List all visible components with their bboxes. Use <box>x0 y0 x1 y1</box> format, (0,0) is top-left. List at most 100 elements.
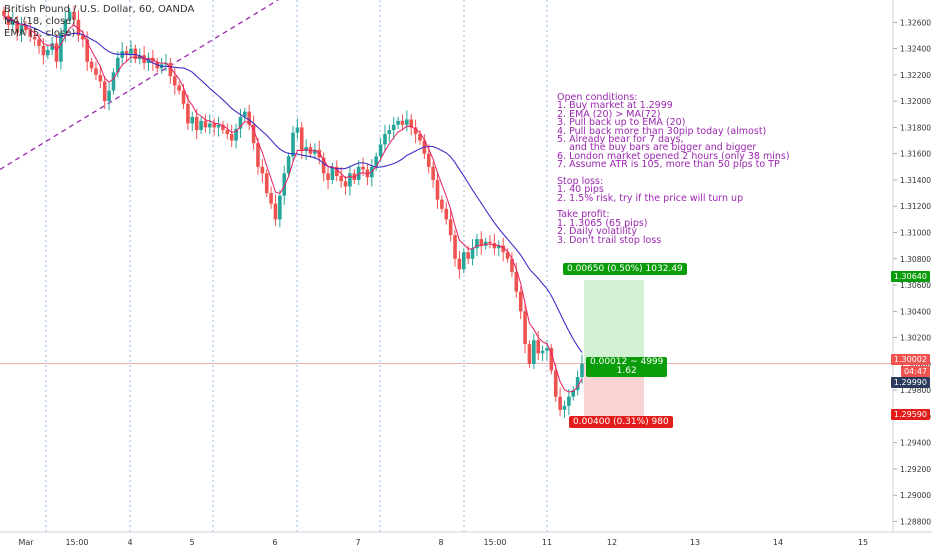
price-tick-label: 1.31200 <box>900 202 931 211</box>
candle-body <box>186 103 190 124</box>
candle-body <box>562 405 567 410</box>
time-tick-label: 11 <box>542 538 552 547</box>
candle-body <box>571 390 576 397</box>
note-line: 1. Buy market at 1.2999 <box>557 100 673 112</box>
candle-body <box>129 48 133 54</box>
entry-price-tag: 1.29990 <box>890 377 930 388</box>
entry-label-line1: 0.00012 ~ 4999 <box>590 357 664 367</box>
price-tick-label: 1.28800 <box>900 517 931 526</box>
note-line: 3. Don't trail stop loss <box>557 234 662 246</box>
candle-body <box>461 252 466 270</box>
time-tick-label: 14 <box>773 538 783 547</box>
candle-body <box>352 173 357 180</box>
take-profit-zone <box>584 279 644 366</box>
price-tick-label: 1.29800 <box>900 386 931 395</box>
candle-body <box>339 176 343 182</box>
candle-body <box>334 166 339 177</box>
time-tick-label: 4 <box>127 538 132 547</box>
candle-body <box>203 120 208 128</box>
candle-body <box>278 195 282 220</box>
candle-body <box>85 39 89 62</box>
candle-body <box>497 245 501 249</box>
candle-body <box>234 128 238 141</box>
candle-body <box>72 11 76 20</box>
candle-body <box>479 239 484 246</box>
candle-body <box>356 166 361 180</box>
candle-body <box>67 11 72 20</box>
candle-body <box>10 21 15 25</box>
candle-body <box>212 123 216 128</box>
time-tick-label: 6 <box>272 538 277 547</box>
time-tick-label: 13 <box>690 538 700 547</box>
price-tick-label: 1.32600 <box>900 18 931 27</box>
candle-body <box>313 149 317 154</box>
note-line: 2. Daily volatility <box>557 226 638 238</box>
trend-line <box>0 0 279 171</box>
candle-body <box>413 127 418 134</box>
candle-body <box>518 291 523 312</box>
note-line: 6. London market opened 2 hours (only 38… <box>557 150 790 162</box>
candle-body <box>102 81 107 102</box>
price-tick-label: 1.32400 <box>900 45 931 54</box>
candle-body <box>269 193 273 204</box>
time-tick-label: 15 <box>858 538 868 547</box>
candle-body <box>558 396 562 410</box>
candle-body <box>168 63 173 77</box>
candle-body <box>418 133 422 141</box>
candle-body <box>59 32 63 62</box>
candle-body <box>383 133 387 145</box>
candle-body <box>343 181 348 187</box>
candle-body <box>124 51 129 54</box>
candle-body <box>221 124 225 131</box>
note-line: 5. Already bear for 7 days, <box>557 133 684 145</box>
candle-body <box>199 120 203 131</box>
candle-body <box>514 271 519 292</box>
price-tick-label: 1.29000 <box>900 491 931 500</box>
candle-body <box>45 49 50 56</box>
candle-body <box>580 363 584 377</box>
candle-body <box>238 116 243 129</box>
entry-label-line2: 1.62 <box>616 366 637 376</box>
candle-body <box>440 199 444 209</box>
candle-body <box>172 76 177 86</box>
symbol-title: British Pound / U.S. Dollar, 60, OANDA <box>4 4 195 15</box>
price-tick-label: 1.31600 <box>900 150 931 159</box>
candle-body <box>190 116 195 124</box>
candle-body <box>330 166 335 180</box>
candle-body <box>286 156 291 174</box>
candle-body <box>326 173 330 180</box>
candle-body <box>505 252 510 259</box>
candle-body <box>396 120 400 125</box>
chart-legend: British Pound / U.S. Dollar, 60, OANDA M… <box>4 4 194 40</box>
candle-body <box>2 10 6 16</box>
candle-body <box>527 344 532 364</box>
note-line: 2. EMA (20) > MA(72) <box>557 108 661 120</box>
price-tick-label: 1.30200 <box>900 334 931 343</box>
candle-body <box>435 179 440 200</box>
candle-body <box>431 166 435 180</box>
ema-legend: EMA (5, close) <box>4 28 76 39</box>
ma-18-line <box>3 15 583 353</box>
candle-body <box>41 45 46 56</box>
tp-price-tag: 1.30640 <box>890 271 930 282</box>
candle-body <box>387 130 392 134</box>
candle-body <box>247 111 252 125</box>
candle-body <box>483 241 488 246</box>
candle-body <box>63 19 68 33</box>
candle-body <box>545 348 549 351</box>
time-tick-label: 12 <box>607 538 617 547</box>
candle-body <box>365 169 370 178</box>
candle-body <box>177 85 181 91</box>
candle-body <box>475 239 479 249</box>
note-line: Open conditions: <box>557 92 638 103</box>
price-tick-label: 1.29200 <box>900 465 931 474</box>
candle-body <box>400 120 405 125</box>
candle-body <box>553 370 558 397</box>
candle-body <box>501 245 505 253</box>
candle-body <box>50 43 54 50</box>
candle-body <box>54 43 59 62</box>
candle-body <box>251 124 256 144</box>
note-line: 1. 40 pips <box>557 184 604 196</box>
candle-body <box>457 258 462 270</box>
